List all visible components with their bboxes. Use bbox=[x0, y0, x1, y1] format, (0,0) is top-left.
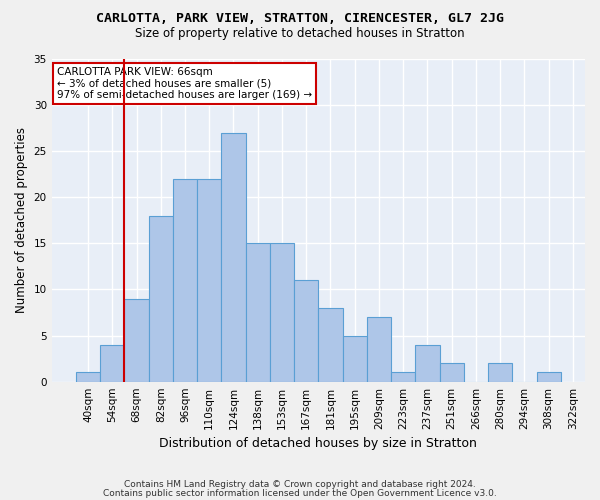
Bar bbox=[367, 317, 391, 382]
Text: Contains HM Land Registry data © Crown copyright and database right 2024.: Contains HM Land Registry data © Crown c… bbox=[124, 480, 476, 489]
Bar bbox=[391, 372, 415, 382]
Bar bbox=[221, 133, 245, 382]
Bar bbox=[100, 345, 124, 382]
Bar bbox=[76, 372, 100, 382]
Bar bbox=[197, 179, 221, 382]
Bar bbox=[294, 280, 319, 382]
X-axis label: Distribution of detached houses by size in Stratton: Distribution of detached houses by size … bbox=[160, 437, 477, 450]
Bar bbox=[245, 244, 270, 382]
Text: Size of property relative to detached houses in Stratton: Size of property relative to detached ho… bbox=[135, 28, 465, 40]
Bar bbox=[270, 244, 294, 382]
Bar bbox=[440, 363, 464, 382]
Bar bbox=[173, 179, 197, 382]
Bar bbox=[124, 298, 149, 382]
Text: CARLOTTA, PARK VIEW, STRATTON, CIRENCESTER, GL7 2JG: CARLOTTA, PARK VIEW, STRATTON, CIRENCEST… bbox=[96, 12, 504, 26]
Bar bbox=[488, 363, 512, 382]
Bar bbox=[343, 336, 367, 382]
Bar bbox=[415, 345, 440, 382]
Text: Contains public sector information licensed under the Open Government Licence v3: Contains public sector information licen… bbox=[103, 488, 497, 498]
Bar bbox=[536, 372, 561, 382]
Bar bbox=[319, 308, 343, 382]
Y-axis label: Number of detached properties: Number of detached properties bbox=[15, 128, 28, 314]
Bar bbox=[149, 216, 173, 382]
Text: CARLOTTA PARK VIEW: 66sqm
← 3% of detached houses are smaller (5)
97% of semi-de: CARLOTTA PARK VIEW: 66sqm ← 3% of detach… bbox=[57, 67, 312, 100]
